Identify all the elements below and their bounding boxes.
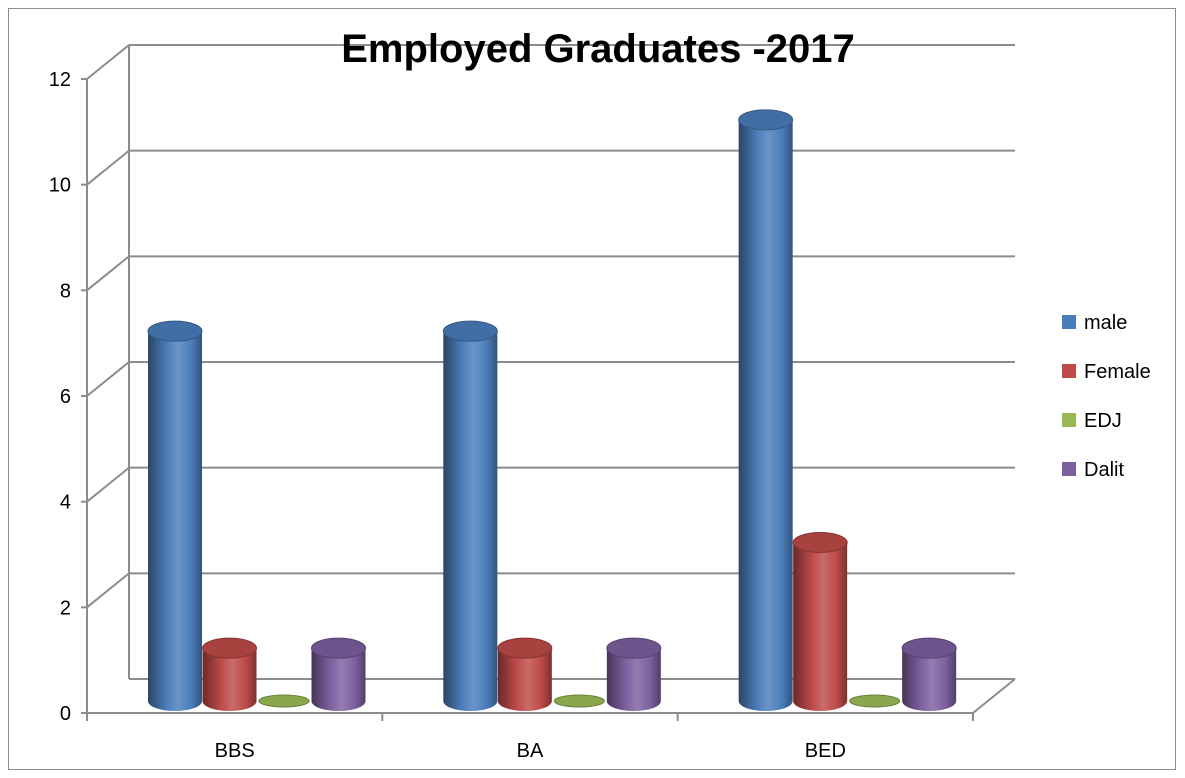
tick-labels: 0 2 4 6 8 10 12 BBS BA BED [49,69,846,762]
gridline-diagonal [86,149,130,186]
axes [81,45,1016,721]
legend-swatch-edj [1062,413,1076,427]
legend-label-female: Female [1084,361,1151,383]
bar-male-bed [738,109,794,712]
x-tick-label: BED [805,740,846,762]
y-tick-label: 8 [60,280,71,302]
bar-female-ba [497,637,553,711]
bars [147,109,957,712]
gridline-diagonal [86,572,130,609]
bar-body [202,648,257,711]
y-tick-label: 4 [60,492,71,514]
y-tick-label: 10 [49,175,71,197]
bar-top [606,637,662,659]
bar-body [497,648,552,711]
gridline-diagonal [86,466,130,503]
legend-swatch-female [1062,364,1076,378]
chart-title: Employed Graduates -2017 [341,27,855,71]
bar-top [311,637,366,659]
x-tick-label: BBS [215,740,255,762]
bar-edj-bbs [258,694,310,708]
y-tick-label: 2 [60,597,71,619]
chart-frame [8,8,1176,770]
bar-dalit-bed [901,637,957,711]
legend-label-dalit: Dalit [1084,459,1124,481]
bar-body [902,648,957,711]
bar-top [792,532,848,553]
bar-top [202,637,257,659]
gridline-diagonal [86,255,130,292]
bar-female-bed [792,532,848,711]
bar-body [738,119,793,712]
bar-dalit-ba [606,637,662,711]
legend-swatch-dalit [1062,462,1076,476]
bar-top [901,637,957,659]
bar-zero-disc [258,694,310,708]
bar-zero-disc [553,694,605,708]
bar-edj-ba [553,694,605,708]
bar-male-bbs [147,320,203,711]
y-tick-label: 12 [49,69,71,91]
gridline-diagonal [86,44,130,80]
bar-zero-disc [849,694,901,708]
legend-label-male: male [1084,312,1127,334]
bar-top [147,320,203,342]
bar-top [497,637,553,659]
bar-body [606,648,661,711]
bar-body [311,648,366,711]
x-tick-label: BA [517,740,544,762]
bar-top [738,109,794,131]
bar-body [793,542,848,711]
gridline-diagonal [86,361,130,397]
floor-right-edge [972,678,1016,714]
y-tick-label: 0 [60,703,71,725]
legend-swatch-male [1062,315,1076,329]
bar-dalit-bbs [311,637,366,711]
legend: male Female EDJ Dalit [1062,312,1151,481]
legend-label-edj: EDJ [1084,410,1122,432]
bar-edj-bed [849,694,901,708]
bar-top [442,320,498,342]
gridlines [86,44,1015,609]
bar-body [148,331,202,711]
y-tick-label: 6 [60,386,71,408]
bar-female-bbs [202,637,257,711]
bar-body [443,331,498,711]
bar-male-ba [442,320,498,711]
